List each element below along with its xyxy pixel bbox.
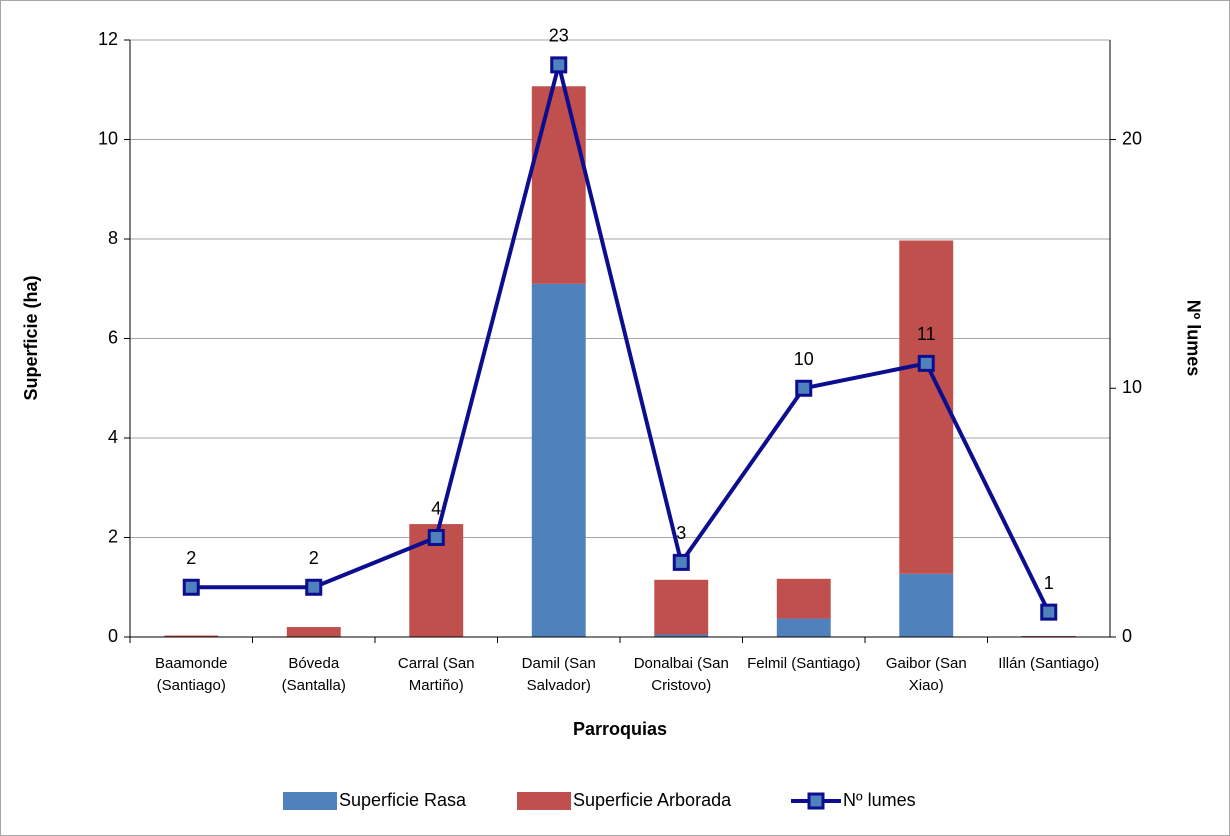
- marker: [427, 529, 445, 546]
- bar: [899, 573, 954, 637]
- bar: [164, 635, 219, 637]
- bar: [654, 634, 709, 637]
- x-tick-label: Carral (San Martiño): [397, 655, 475, 694]
- y-tick-label: 10: [98, 128, 118, 148]
- y2-tick-label: 10: [1122, 377, 1142, 397]
- marker: [1040, 603, 1058, 621]
- y2-axis-title: Nº lumes: [1183, 300, 1203, 377]
- data-label: 10: [794, 349, 814, 369]
- legend-label: Nº lumes: [843, 790, 916, 810]
- x-axis-title: Parroquias: [573, 719, 667, 739]
- x-tick-label: Baamonde (Santiago): [154, 655, 228, 694]
- x-tick-label: Felmil (Santiago): [747, 655, 861, 672]
- data-label: 11: [917, 324, 936, 344]
- legend-marker: [807, 792, 825, 810]
- marker: [182, 578, 200, 596]
- x-tick-label: Bóveda (Santalla): [281, 655, 346, 694]
- line: [191, 64, 1051, 614]
- marker: [672, 553, 690, 571]
- data-label: 3: [676, 523, 686, 543]
- data-label: 4: [431, 498, 441, 518]
- y-tick-label: 4: [108, 427, 118, 447]
- data-label: 1: [1044, 573, 1054, 593]
- legend-label: Superficie Rasa: [339, 790, 467, 810]
- bar: [286, 627, 341, 637]
- x-tick-label: Damil (San Salvador): [521, 655, 596, 694]
- legend-swatch: [517, 792, 571, 810]
- marker: [917, 354, 935, 372]
- legend-label: Superficie Arborada: [573, 790, 732, 810]
- y2-tick-label: 0: [1122, 626, 1132, 646]
- bar: [531, 283, 586, 637]
- y-tick-label: 8: [108, 228, 118, 248]
- data-label: 2: [186, 548, 196, 568]
- data-label: 23: [549, 26, 569, 46]
- data-label: 2: [309, 548, 319, 568]
- y-tick-label: 12: [98, 29, 118, 49]
- y2-tick-label: 20: [1122, 128, 1142, 148]
- x-tick-label: Gaibor (San Xiao): [885, 655, 967, 694]
- marker: [305, 578, 323, 596]
- legend-swatch: [283, 792, 337, 810]
- x-tick-label: Donalbai (San Cristovo): [633, 655, 729, 694]
- bar: [654, 579, 709, 635]
- marker: [795, 379, 813, 397]
- bar: [776, 618, 831, 637]
- marker: [550, 56, 568, 74]
- bar: [776, 578, 831, 619]
- y-axis-title: Superficie (ha): [21, 275, 41, 400]
- y-tick-label: 2: [108, 526, 118, 546]
- y-tick-label: 0: [108, 626, 118, 646]
- bar: [899, 240, 954, 574]
- bar: [531, 86, 586, 284]
- y-tick-label: 6: [108, 327, 118, 347]
- x-tick-label: Illán (Santiago): [998, 655, 1100, 672]
